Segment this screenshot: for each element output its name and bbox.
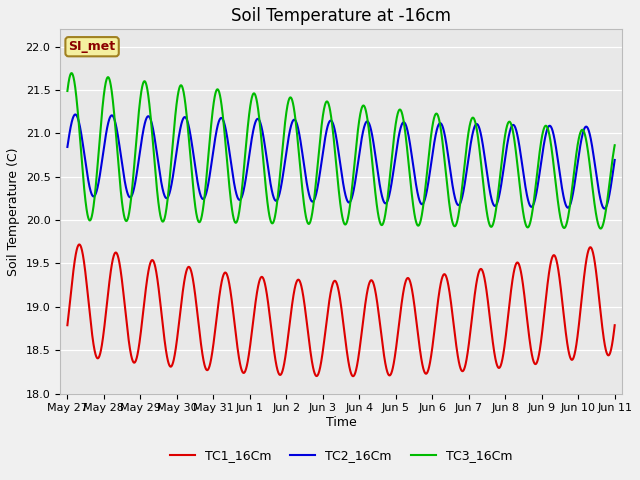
TC3_16Cm: [541, 123, 549, 129]
TC1_16Cm: [298, 283, 305, 288]
TC2_16Cm: [611, 157, 618, 163]
TC1_16Cm: [541, 300, 549, 306]
TC2_16Cm: [126, 194, 134, 200]
TC1_16Cm: [349, 373, 357, 379]
TC3_16Cm: [274, 197, 282, 203]
TC1_16Cm: [159, 320, 166, 325]
TC1_16Cm: [611, 323, 618, 328]
TC1_16Cm: [274, 367, 282, 373]
TC2_16Cm: [72, 112, 79, 118]
Line: TC2_16Cm: TC2_16Cm: [67, 115, 614, 209]
TC1_16Cm: [126, 346, 134, 352]
Y-axis label: Soil Temperature (C): Soil Temperature (C): [7, 147, 20, 276]
TC3_16Cm: [597, 226, 605, 231]
X-axis label: Time: Time: [326, 416, 356, 429]
TC3_16Cm: [68, 70, 76, 76]
TC2_16Cm: [63, 144, 71, 150]
Text: SI_met: SI_met: [68, 40, 116, 53]
TC3_16Cm: [159, 218, 166, 224]
Title: Soil Temperature at -16cm: Soil Temperature at -16cm: [231, 7, 451, 25]
TC2_16Cm: [159, 185, 166, 191]
Legend: TC1_16Cm, TC2_16Cm, TC3_16Cm: TC1_16Cm, TC2_16Cm, TC3_16Cm: [165, 444, 517, 468]
TC3_16Cm: [600, 216, 608, 222]
Line: TC3_16Cm: TC3_16Cm: [67, 73, 614, 228]
TC2_16Cm: [600, 206, 608, 212]
TC1_16Cm: [63, 323, 71, 328]
TC2_16Cm: [274, 197, 282, 203]
TC2_16Cm: [298, 143, 305, 148]
TC3_16Cm: [126, 204, 134, 210]
TC1_16Cm: [600, 339, 608, 345]
TC3_16Cm: [63, 88, 71, 94]
TC2_16Cm: [600, 205, 608, 211]
TC2_16Cm: [541, 134, 549, 140]
Line: TC1_16Cm: TC1_16Cm: [67, 244, 614, 376]
TC1_16Cm: [76, 241, 83, 247]
TC3_16Cm: [611, 143, 618, 148]
TC3_16Cm: [298, 175, 305, 180]
